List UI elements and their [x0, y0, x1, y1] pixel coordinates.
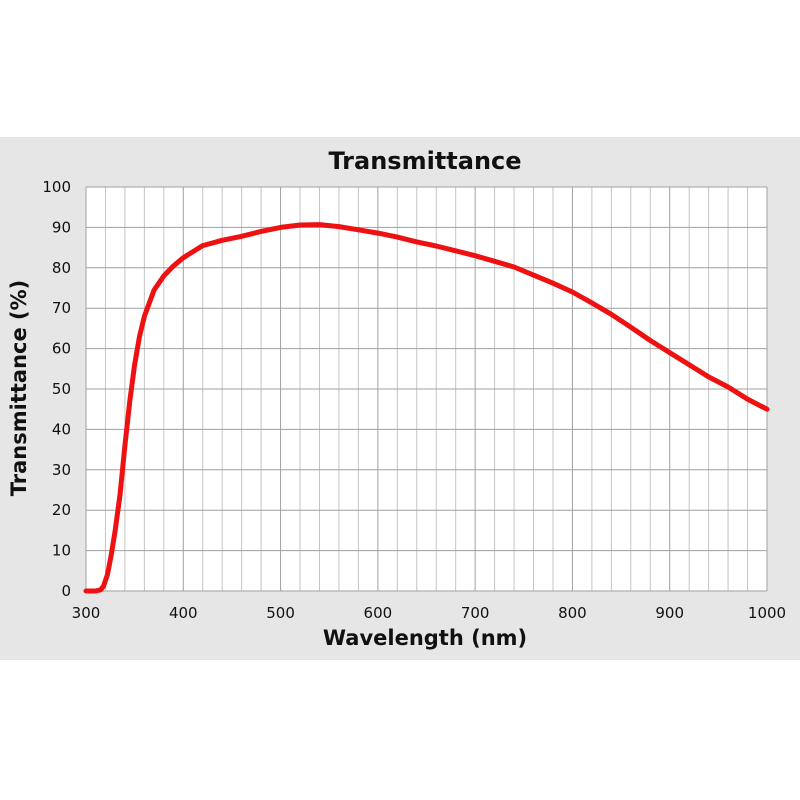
- y-tick-label: 60: [52, 340, 71, 358]
- x-tick-label: 900: [655, 604, 684, 622]
- y-tick-label: 80: [52, 259, 71, 277]
- y-tick-label: 100: [42, 178, 71, 196]
- x-tick-label: 300: [72, 604, 101, 622]
- x-tick-label: 500: [266, 604, 295, 622]
- y-axis-label: Transmittance (%): [7, 280, 31, 497]
- y-tick-label: 30: [52, 461, 71, 479]
- y-tick-label: 90: [52, 218, 71, 236]
- transmittance-line: [83, 222, 770, 594]
- y-tick-label: 50: [52, 380, 71, 398]
- y-tick-label: 20: [52, 501, 71, 519]
- y-tick-label: 10: [52, 542, 71, 560]
- y-tick-label: 70: [52, 299, 71, 317]
- transmittance-chart: Transmittance 300 400 500 600 700 800 900 1000 0…: [7, 147, 786, 650]
- y-tick-label: 40: [52, 420, 71, 438]
- y-tick-label: 0: [61, 582, 71, 600]
- x-tick-label: 800: [558, 604, 587, 622]
- chart-panel: Transmittance 300 400 500 600 700 800 900 1000 0…: [0, 137, 800, 660]
- x-axis-label: Wavelength (nm): [323, 626, 527, 650]
- x-tick-label: 1000: [748, 604, 786, 622]
- x-tick-label: 700: [461, 604, 490, 622]
- x-tick-label: 600: [364, 604, 393, 622]
- chart-title: Transmittance: [328, 147, 521, 175]
- x-tick-label: 400: [169, 604, 198, 622]
